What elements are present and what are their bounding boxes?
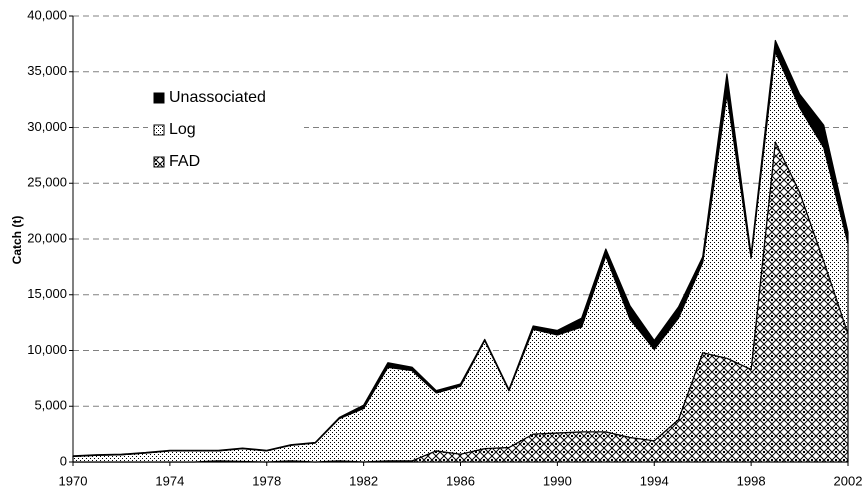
x-tick-label: 1970 (59, 473, 88, 488)
legend-swatch (153, 92, 165, 104)
legend-bg (148, 82, 304, 176)
y-tick-label: 35,000 (27, 63, 67, 78)
y-tick-label: 15,000 (27, 286, 67, 301)
legend-label: Unassociated (169, 89, 266, 106)
y-tick-label: 20,000 (27, 230, 67, 245)
x-tick-label: 1978 (252, 473, 281, 488)
x-tick-label: 1974 (155, 473, 184, 488)
y-tick-label: 30,000 (27, 119, 67, 134)
y-axis-label: Catch (t) (10, 216, 24, 265)
x-tick-label: 1986 (446, 473, 475, 488)
x-tick-label: 1994 (640, 473, 669, 488)
y-tick-label: 25,000 (27, 175, 67, 190)
x-tick-label: 1998 (737, 473, 766, 488)
x-tick-label: 1982 (349, 473, 378, 488)
y-tick-label: 40,000 (27, 7, 67, 22)
y-tick-label: 0 (60, 453, 67, 468)
y-tick-label: 5,000 (34, 398, 67, 413)
legend-swatch (153, 124, 165, 136)
legend: Unassociated Log FAD (148, 82, 304, 176)
legend-label: FAD (169, 153, 200, 170)
area (72, 39, 849, 458)
legend-label: Log (169, 121, 196, 138)
x-tick-label: 1990 (543, 473, 572, 488)
legend-swatch (153, 156, 165, 168)
x-tick-label: 2002 (834, 473, 863, 488)
y-tick-label: 10,000 (27, 342, 67, 357)
